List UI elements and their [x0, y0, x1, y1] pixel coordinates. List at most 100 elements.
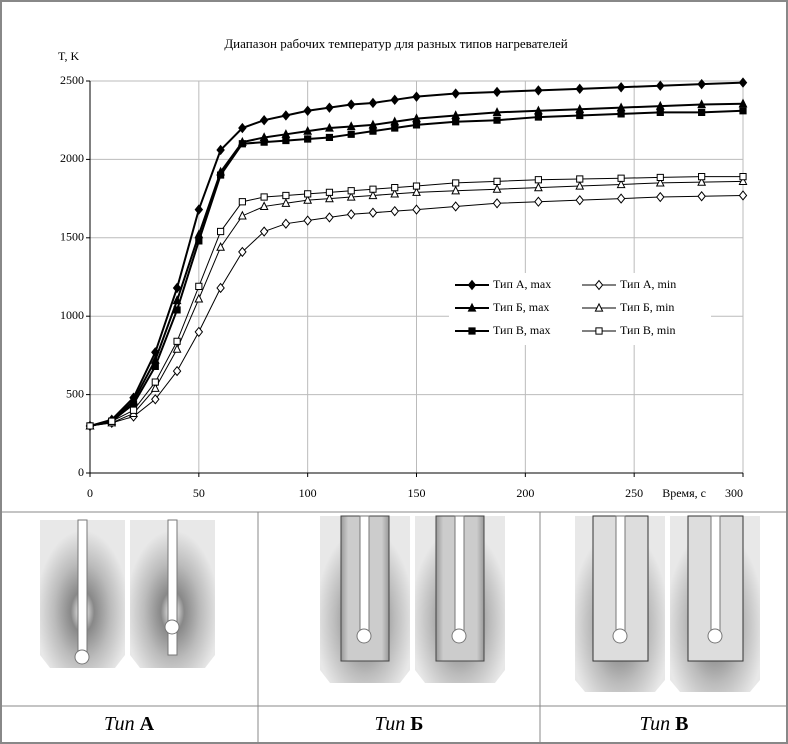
marker — [451, 201, 460, 212]
marker — [534, 176, 542, 184]
marker — [346, 191, 356, 201]
legend-label: Тип А, max — [493, 277, 551, 291]
marker — [216, 282, 225, 294]
marker — [303, 194, 313, 204]
marker — [697, 176, 707, 186]
series-line — [89, 176, 743, 427]
x-tick-label: 100 — [299, 486, 317, 500]
marker — [346, 99, 356, 110]
marker — [656, 173, 664, 182]
panel-caption-letter: А — [140, 713, 155, 735]
marker — [697, 78, 706, 90]
series-line — [89, 194, 744, 427]
marker — [346, 121, 356, 131]
marker — [492, 183, 502, 193]
legend-marker — [468, 327, 476, 335]
marker — [346, 209, 356, 220]
marker — [739, 107, 747, 115]
marker — [412, 91, 421, 102]
marker — [195, 237, 203, 245]
marker — [304, 135, 312, 143]
marker — [452, 179, 460, 187]
x-tick-label: 50 — [193, 486, 205, 500]
marker — [238, 122, 247, 134]
panel-caption: Тип Б — [375, 713, 424, 735]
marker — [151, 378, 159, 386]
marker — [368, 97, 378, 109]
legend-marker — [595, 327, 603, 335]
legend-label: Тип А, min — [620, 277, 676, 291]
marker — [617, 110, 625, 118]
legend-marker — [467, 302, 477, 312]
marker — [259, 226, 269, 237]
marker — [492, 198, 502, 209]
marker — [656, 80, 665, 91]
panel-caption: Тип А — [104, 713, 155, 735]
marker — [347, 187, 355, 195]
marker — [451, 88, 460, 99]
legend-marker — [594, 279, 604, 291]
marker — [616, 82, 626, 93]
marker — [412, 121, 421, 129]
legend-label: Тип Б, min — [620, 300, 674, 314]
marker — [260, 138, 268, 146]
marker — [151, 362, 159, 370]
marker — [281, 218, 291, 229]
marker — [616, 193, 626, 204]
marker — [172, 343, 182, 353]
marker — [325, 133, 334, 142]
marker — [195, 282, 203, 291]
x-tick-label: 200 — [516, 486, 534, 500]
marker — [282, 191, 290, 200]
marker — [656, 191, 665, 203]
marker — [655, 177, 665, 187]
y-tick-label: 500 — [66, 386, 84, 400]
marker — [325, 102, 334, 113]
marker — [172, 295, 182, 305]
marker — [390, 94, 399, 106]
marker — [534, 196, 543, 207]
marker — [697, 99, 707, 109]
marker — [238, 198, 246, 206]
marker — [575, 180, 585, 190]
marker — [129, 406, 138, 414]
marker — [237, 210, 247, 220]
marker — [369, 127, 377, 135]
marker — [281, 110, 291, 121]
marker — [533, 182, 543, 192]
marker — [303, 215, 312, 226]
series-line — [89, 180, 744, 427]
marker — [390, 205, 399, 217]
marker — [493, 116, 501, 124]
heater-image — [40, 519, 215, 668]
legend-marker — [594, 302, 604, 312]
marker — [698, 173, 706, 181]
marker — [390, 188, 400, 198]
marker — [304, 190, 312, 198]
marker — [575, 194, 584, 206]
marker — [129, 400, 138, 408]
marker — [492, 86, 502, 98]
marker — [217, 171, 225, 179]
marker — [194, 326, 204, 338]
series-line — [89, 109, 744, 427]
heater-image — [320, 515, 505, 683]
marker — [194, 204, 204, 215]
marker — [391, 124, 399, 132]
panel-caption-prefix: Тип — [104, 713, 135, 735]
marker — [697, 191, 706, 202]
panel-caption: Тип В — [640, 713, 689, 735]
series-line — [89, 102, 744, 427]
marker — [412, 182, 421, 190]
marker — [173, 337, 181, 345]
marker — [738, 77, 748, 88]
y-tick-label: 0 — [78, 465, 84, 479]
legend — [449, 273, 711, 345]
marker — [216, 144, 225, 156]
marker — [173, 306, 181, 314]
marker — [172, 282, 182, 294]
legend-label: Тип В, max — [493, 323, 551, 337]
